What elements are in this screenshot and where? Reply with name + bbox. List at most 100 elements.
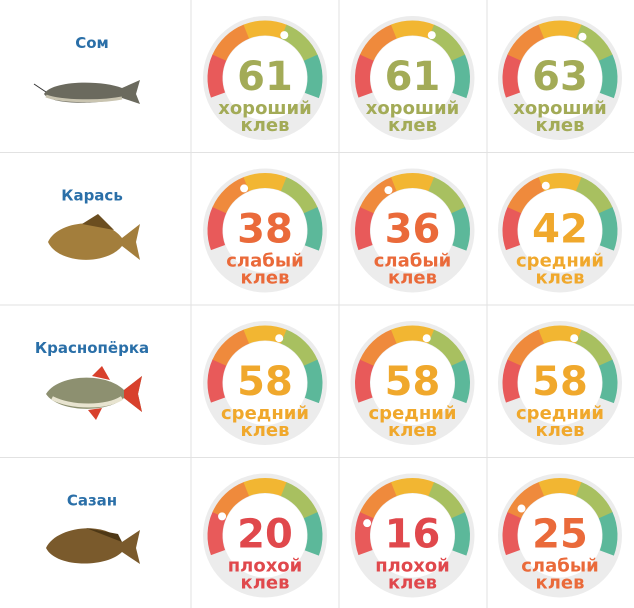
- gauge-inner: [518, 36, 602, 120]
- bite-label: слабый клев: [374, 251, 451, 289]
- bite-label: средний клев: [516, 251, 604, 289]
- gauge-inner: [223, 493, 307, 578]
- bite-value: 58: [532, 359, 588, 405]
- gauge-segment: [451, 207, 470, 251]
- gauge-pointer: [384, 186, 393, 195]
- gauge-segment: [355, 206, 374, 251]
- bite-value: 16: [385, 512, 441, 558]
- bite-value: 38: [237, 207, 293, 253]
- gauge-pointer: [422, 334, 431, 343]
- fish-image: [48, 214, 140, 260]
- gauge-segment: [243, 478, 288, 497]
- gauge-segment: [507, 329, 545, 367]
- bite-label: средний клев: [221, 403, 309, 441]
- gauge-segment: [207, 359, 227, 403]
- gauge-inner: [370, 341, 455, 425]
- gauge-pointer: [280, 31, 289, 40]
- gauge-segment: [243, 20, 288, 39]
- gauge-segment: [390, 173, 435, 192]
- fish-image: [46, 528, 140, 564]
- bite-label: хороший клев: [218, 98, 312, 136]
- gauge-segment: [598, 512, 618, 556]
- gauge-segment: [280, 482, 318, 519]
- bite-value: 58: [237, 359, 293, 405]
- gauge-segment: [428, 177, 466, 214]
- gauge-pointer: [275, 334, 284, 343]
- gauge-segment: [303, 359, 323, 404]
- bite-value: 61: [237, 54, 293, 100]
- bite-label: плохой клев: [228, 556, 303, 594]
- gauge-segment: [303, 512, 323, 556]
- gauge-inner: [370, 36, 455, 120]
- fish-name: Сазан: [67, 492, 117, 510]
- gauge-segment: [502, 359, 522, 403]
- bite-label: плохой клев: [375, 556, 450, 594]
- bite-label: слабый клев: [521, 556, 598, 594]
- gauge-pointer: [363, 519, 372, 528]
- gauge-pointer: [517, 504, 526, 513]
- gauge-segment: [355, 359, 374, 403]
- bite-value: 61: [385, 54, 441, 100]
- bite-value: 42: [532, 207, 588, 253]
- gauge-segment: [575, 329, 613, 367]
- bite-label: хороший клев: [513, 98, 607, 136]
- gauge-segment: [355, 54, 374, 98]
- fish-images: [33, 80, 142, 564]
- gauge-segment: [502, 206, 522, 251]
- gauge-segment: [451, 54, 470, 99]
- gauge-pointer: [240, 184, 249, 193]
- gauge-segment: [355, 511, 374, 556]
- gauge-segment: [243, 173, 288, 192]
- bite-value: 36: [385, 207, 441, 253]
- gauge-pointer: [578, 32, 587, 41]
- gauge-pointer: [541, 181, 550, 190]
- bite-value: 25: [532, 512, 588, 558]
- gauge-segment: [428, 482, 466, 519]
- gauge-segment: [502, 511, 522, 556]
- gauge-segment: [507, 177, 545, 214]
- gauge-inner: [518, 341, 602, 425]
- gauge-segment: [207, 511, 227, 556]
- bite-value: 63: [532, 54, 588, 100]
- gauge-segment: [359, 24, 398, 62]
- bite-value: 20: [237, 512, 293, 558]
- fish-image: [46, 366, 142, 420]
- gauge-segment: [359, 482, 398, 519]
- gauge-segment: [303, 54, 323, 99]
- bite-label: хороший клев: [366, 98, 460, 136]
- gauge-segment: [280, 329, 318, 367]
- gauge-segment: [212, 329, 250, 367]
- gauge-inner: [370, 188, 455, 273]
- gauge-segment: [598, 207, 618, 251]
- gauge-segment: [428, 329, 466, 367]
- bite-label: средний клев: [369, 403, 457, 441]
- gauge-pointer: [218, 512, 227, 521]
- gauge-segment: [207, 54, 227, 98]
- gauge-segment: [507, 482, 545, 519]
- fish-name: Сом: [75, 34, 109, 52]
- gauge-segment: [538, 478, 583, 497]
- gauge-segment: [575, 24, 613, 62]
- gauge-segment: [390, 478, 435, 497]
- gauge-segment: [575, 177, 613, 214]
- gauge-segment: [598, 54, 618, 99]
- gauge-segment: [280, 177, 318, 214]
- gauge-segment: [451, 512, 470, 556]
- fish-name: Карась: [61, 187, 123, 205]
- gauge-inner: [518, 188, 602, 273]
- gauge-segment: [390, 20, 435, 39]
- gauge-segment: [451, 359, 470, 404]
- bite-label: средний клев: [516, 403, 604, 441]
- gauge-inner: [223, 341, 307, 425]
- gauge-segment: [575, 482, 613, 519]
